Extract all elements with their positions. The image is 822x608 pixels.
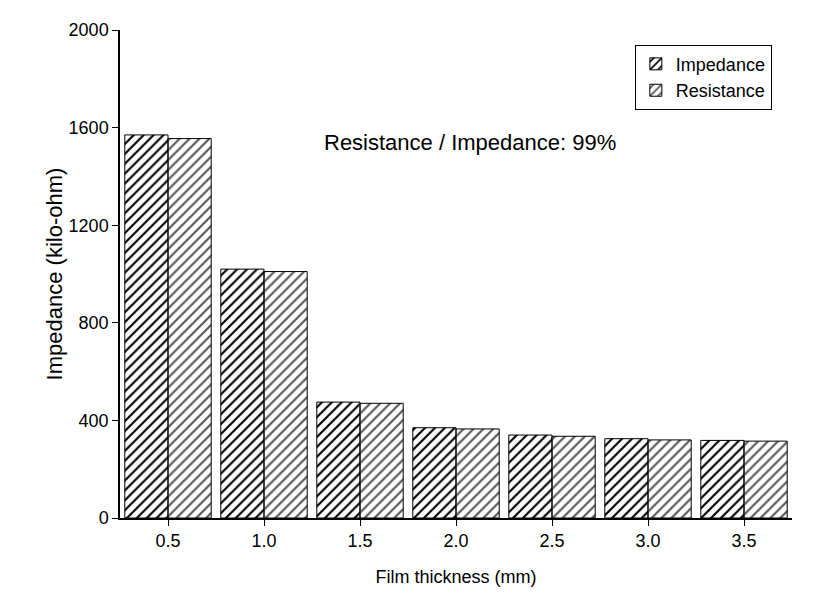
svg-text:0: 0 xyxy=(99,508,109,528)
svg-text:1.5: 1.5 xyxy=(347,531,372,551)
svg-text:0.5: 0.5 xyxy=(155,531,180,551)
svg-text:Resistance / Impedance: 99%: Resistance / Impedance: 99% xyxy=(324,130,616,155)
svg-text:Impedance (kilo-ohm): Impedance (kilo-ohm) xyxy=(42,168,67,381)
svg-text:800: 800 xyxy=(79,313,109,333)
svg-text:2.0: 2.0 xyxy=(443,531,468,551)
svg-text:1200: 1200 xyxy=(69,216,109,236)
svg-text:3.5: 3.5 xyxy=(731,531,756,551)
svg-text:3.0: 3.0 xyxy=(635,531,660,551)
svg-text:Impedance: Impedance xyxy=(676,55,765,75)
svg-text:Resistance: Resistance xyxy=(676,81,765,101)
svg-text:400: 400 xyxy=(79,411,109,431)
svg-text:1600: 1600 xyxy=(69,118,109,138)
svg-text:2000: 2000 xyxy=(69,20,109,40)
svg-text:Film thickness (mm): Film thickness (mm) xyxy=(376,567,537,587)
svg-text:1.0: 1.0 xyxy=(251,531,276,551)
svg-text:2.5: 2.5 xyxy=(539,531,564,551)
